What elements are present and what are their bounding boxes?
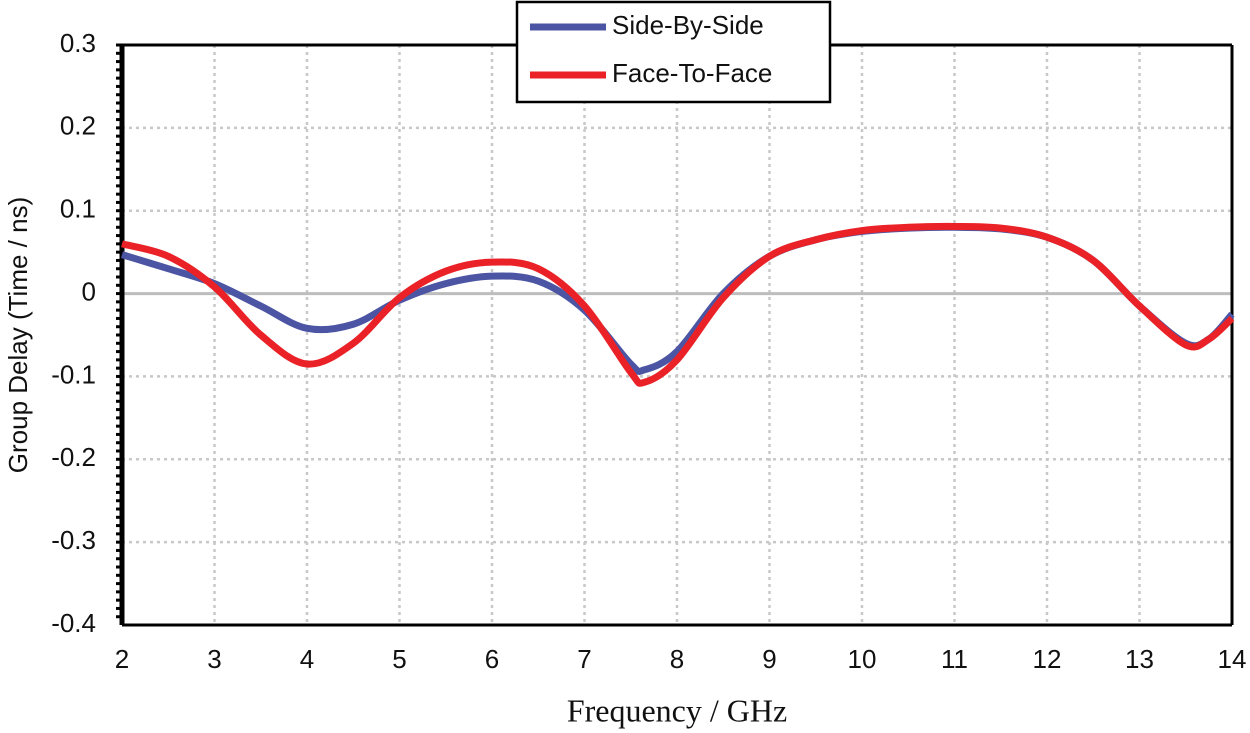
- series-line: [121, 222, 1235, 387]
- x-tick-label: 12: [1033, 644, 1062, 674]
- x-axis-label: Frequency / GHz: [567, 692, 787, 728]
- legend-label: Side-By-Side: [612, 10, 764, 40]
- y-tick-label: 0.2: [60, 111, 96, 141]
- x-tick-label: 13: [1125, 644, 1154, 674]
- x-tick-label: 10: [848, 644, 877, 674]
- x-tick-label: 9: [762, 644, 776, 674]
- x-tick-label: 4: [300, 644, 314, 674]
- y-tick-label: 0.1: [60, 194, 96, 224]
- x-tick-label: 3: [207, 644, 221, 674]
- y-tick-label: -0.3: [51, 525, 96, 555]
- x-tick-label: 6: [485, 644, 499, 674]
- y-tick-label: 0.3: [60, 28, 96, 58]
- x-tick-label: 8: [670, 644, 684, 674]
- y-tick-label: -0.4: [51, 608, 96, 638]
- legend-box: [515, 0, 832, 104]
- x-tick-label: 11: [941, 644, 968, 674]
- legend: Side-By-Side Face-To-Face: [515, 0, 832, 104]
- y-tick-label: -0.1: [51, 359, 96, 389]
- y-tick-label: -0.2: [51, 442, 96, 472]
- x-tick-label: 7: [577, 644, 591, 674]
- y-tick-label: 0: [82, 276, 96, 306]
- x-tick-label: 2: [115, 644, 129, 674]
- x-tick-label: 5: [392, 644, 406, 674]
- legend-label: Face-To-Face: [612, 58, 772, 88]
- y-axis-label: Group Delay (Time / ns): [3, 197, 33, 473]
- x-tick-label: 14: [1218, 644, 1247, 674]
